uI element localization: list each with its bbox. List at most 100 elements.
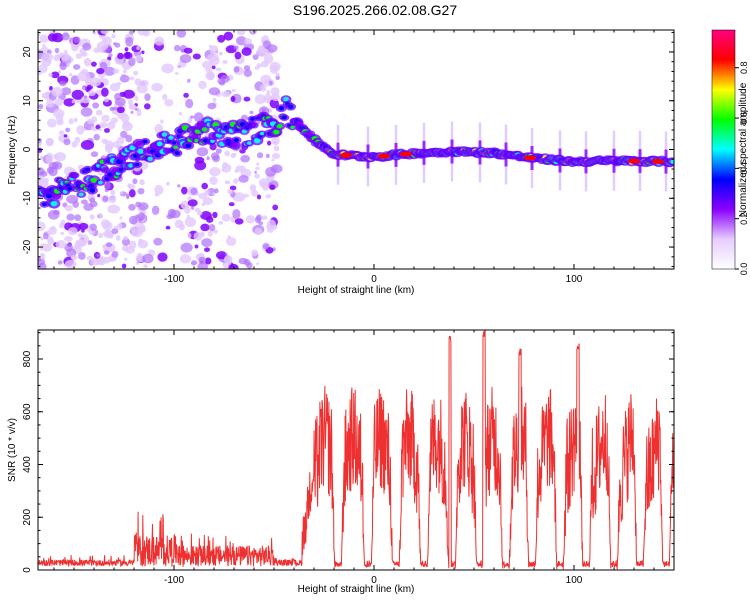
spectrogram-noise-blob xyxy=(48,166,58,177)
spectrogram-noise-blob xyxy=(121,263,127,269)
spectrogram-y-label: Frequency (Hz) xyxy=(7,116,18,185)
spectrogram-noise-blob xyxy=(207,102,217,110)
y-tick-label: -10 xyxy=(22,191,33,206)
spectrogram-noise-blob xyxy=(201,202,206,206)
spectrogram-noise-blob xyxy=(194,160,207,171)
spectrogram-noise-blob xyxy=(57,70,62,74)
spectrogram-trace-core xyxy=(201,127,208,132)
spectrogram-noise-blob xyxy=(249,184,257,192)
spectrogram-noise-blob xyxy=(251,190,259,197)
spectrogram-noise-blob xyxy=(181,186,188,195)
spectrogram-noise-blob xyxy=(151,205,160,215)
spectrogram-noise-blob xyxy=(128,105,134,110)
spectrogram-noise-blob xyxy=(101,138,109,144)
spectrogram-trace-core xyxy=(283,97,289,102)
spectrogram-noise-blob xyxy=(99,121,108,128)
spectrogram-noise-blob xyxy=(102,38,107,43)
spectrogram-noise-blob xyxy=(179,54,192,64)
spectrogram-noise-blob xyxy=(95,109,103,116)
spectrogram-noise-blob xyxy=(139,79,149,87)
spectrogram-noise-blob xyxy=(123,51,133,60)
spectrogram-noise-blob xyxy=(100,30,110,35)
spectrogram-noise-blob xyxy=(40,247,44,251)
spectrogram-noise-blob xyxy=(197,262,208,269)
spectrogram-noise-blob xyxy=(98,232,104,239)
spectrogram-trace-core xyxy=(147,156,153,161)
spectrogram-trace-core xyxy=(85,167,91,172)
spectrogram-trace-core xyxy=(282,115,287,120)
spectrogram-hotspot xyxy=(524,155,536,161)
spectrogram-noise-blob xyxy=(177,184,181,188)
spectrogram-noise-blob xyxy=(208,224,216,232)
spectrogram-trace-core xyxy=(251,123,257,128)
spectrogram-noise-blob xyxy=(161,63,174,74)
spectrogram-noise-blob xyxy=(262,40,272,50)
spectrogram-noise-blob xyxy=(89,197,96,203)
spectrogram-noise-blob xyxy=(207,53,219,63)
spectrogram-noise-blob xyxy=(142,253,154,264)
spectrogram-noise-blob xyxy=(125,36,134,47)
spectrogram-noise-blob xyxy=(54,47,60,54)
spectrogram-noise-blob xyxy=(114,42,121,48)
spectrogram-noise-blob xyxy=(129,215,138,225)
snr-panel: -100 0 100 0 200 400 600 800 Height of straigh… xyxy=(7,329,675,595)
snr-x-ticks: -100 0 100 xyxy=(53,330,675,586)
spectrogram-noise-blob xyxy=(184,206,191,214)
spectrogram-noise-blob xyxy=(83,95,88,99)
spectrogram-hotspot xyxy=(378,153,390,159)
spectrogram-noise-blob xyxy=(40,243,46,247)
spectrogram-noise-blob xyxy=(82,42,92,51)
spectrogram-noise-blob xyxy=(190,206,195,210)
spectrogram-noise-blob xyxy=(136,110,142,117)
colorbar-frame xyxy=(711,29,736,270)
spectrogram-noise-blob xyxy=(63,134,68,138)
spectrogram-noise-blob xyxy=(42,44,46,48)
spectrogram-noise-blob xyxy=(74,136,81,144)
spectrogram-noise-blob xyxy=(234,169,239,173)
spectrogram-noise-blob xyxy=(256,214,262,222)
spectrogram-noise-blob xyxy=(223,255,233,264)
spectrogram-noise-blob xyxy=(41,52,54,62)
spectrogram-noise-blob xyxy=(273,145,280,152)
spectrogram-noise-blob xyxy=(207,230,213,237)
spectrogram-noise-blob xyxy=(212,192,216,196)
y-tick-label: 200 xyxy=(22,508,33,525)
spectrogram-noise-blob xyxy=(122,69,127,74)
spectrogram-noise-blob xyxy=(260,74,272,84)
spectrogram-x-ticks: -100 0 100 xyxy=(53,30,675,285)
spectrogram-noise-blob xyxy=(128,203,136,211)
snr-series-line xyxy=(38,330,674,570)
spectrogram-noise-blob xyxy=(127,99,134,106)
spectrogram-trace-core xyxy=(129,145,136,151)
spectrogram-noise-blob xyxy=(108,53,113,58)
spectrogram-noise-blob xyxy=(110,189,116,196)
spectrogram-noise-blob xyxy=(77,71,91,82)
spectrogram-noise-blob xyxy=(104,181,111,190)
spectrogram-noise-blob xyxy=(92,102,99,109)
spectrogram-noise-blob xyxy=(53,153,58,160)
spectrogram-y-ticks: -20 -10 0 10 20 xyxy=(22,31,674,268)
spectrogram-noise-blob xyxy=(185,98,194,109)
spectrogram-noise-blob xyxy=(63,138,71,146)
y-tick-label: 800 xyxy=(22,350,33,367)
spectrogram-noise-blob xyxy=(217,34,226,43)
spectrogram-noise-blob xyxy=(120,130,128,139)
spectrogram-noise-blob xyxy=(174,219,184,229)
spectrogram-noise-blob xyxy=(51,87,63,97)
spectrogram-noise-blob xyxy=(180,242,193,253)
spectrogram-noise-blob xyxy=(141,50,145,55)
spectrogram-noise-blob xyxy=(71,99,76,104)
x-tick-label: 0 xyxy=(371,575,377,586)
spectrogram-noise-blob xyxy=(187,196,192,201)
spectrogram-noise-blob xyxy=(89,214,95,220)
spectrogram-trace-core xyxy=(259,131,265,136)
spectrogram-noise-blob xyxy=(68,227,78,236)
spectrogram-noise-blob xyxy=(275,72,280,77)
spectrogram-noise-blob xyxy=(162,93,168,101)
spectrogram-noise-blob xyxy=(80,107,93,117)
figure-title: S196.2025.266.02.08.G27 xyxy=(293,2,457,18)
spectrogram-noise-blob xyxy=(213,229,218,234)
spectrogram-trace-core xyxy=(276,123,283,129)
spectrogram-noise-blob xyxy=(225,237,237,246)
spectrogram-noise-blob xyxy=(233,66,240,73)
